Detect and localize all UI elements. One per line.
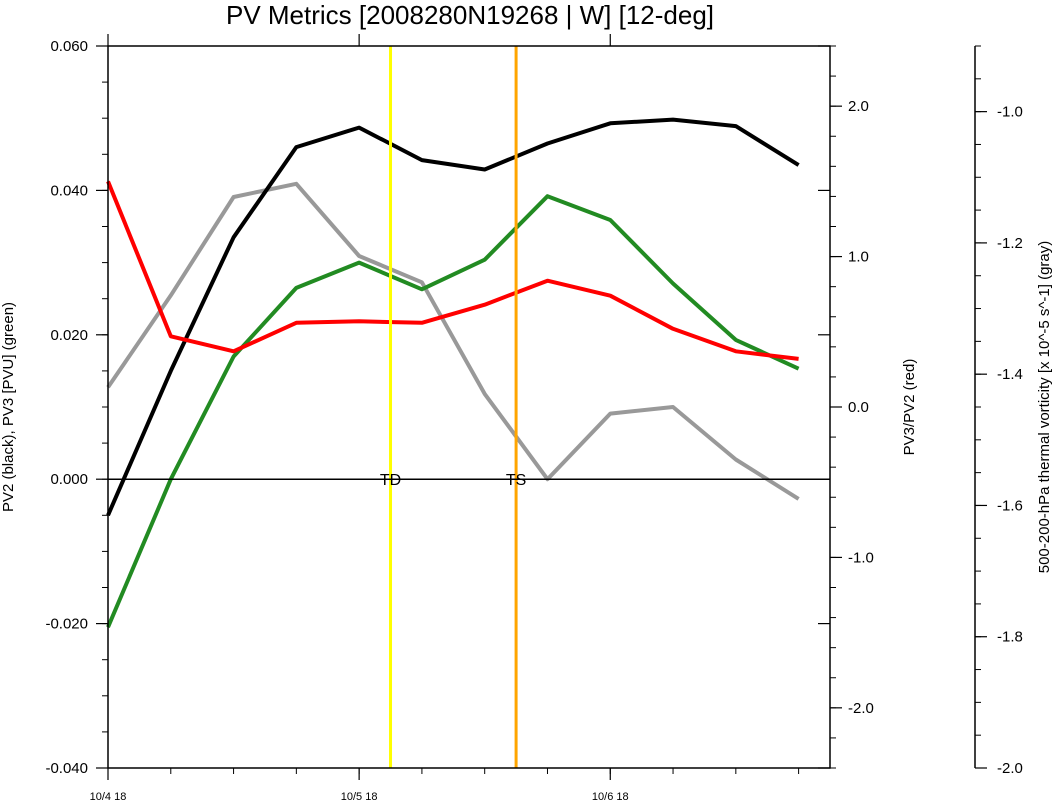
left-tick-label: 0.000 (50, 471, 88, 488)
left-tick-label: 0.040 (50, 182, 88, 199)
plot-border (107, 45, 831, 769)
right-axis: -2.0 -1.0 0.0 1.0 2.0 (830, 45, 874, 769)
event-markers: TD TS (380, 46, 526, 768)
left-tick-label: 0.060 (50, 38, 88, 55)
right-tick-label: 1.0 (848, 249, 869, 266)
far-right-tick-label: -1.4 (997, 366, 1023, 383)
plot-frame (107, 45, 831, 769)
series-line-1 (106, 194, 800, 628)
far-right-axis: -2.0 -1.8 -1.6 -1.4 -1.2 -1.0 (974, 45, 1023, 777)
far-right-tick-label: -1.0 (997, 104, 1023, 121)
far-right-tick-label: -1.8 (997, 629, 1023, 646)
series-lines (106, 117, 800, 628)
x-tick-label: 10/6 18 (592, 791, 629, 803)
x-tick-label: 10/4 18 (90, 791, 127, 803)
left-axis-title: PV2 (black), PV3 [PVU] (green) (0, 302, 17, 512)
far-right-tick-label: -1.2 (997, 235, 1023, 252)
right-axis-title: PV3/PV2 (red) (901, 359, 918, 456)
left-tick-label: 0.020 (50, 327, 88, 344)
x-axis: 10/4 18 10/5 18 10/6 18 (90, 34, 800, 803)
right-tick-label: -2.0 (848, 700, 874, 717)
x-tick-label: 10/5 18 (341, 791, 378, 803)
far-right-tick-label: -2.0 (997, 760, 1023, 777)
left-tick-label: -0.040 (45, 760, 88, 777)
far-right-tick-label: -1.6 (997, 497, 1023, 514)
series-line-3 (106, 181, 800, 501)
far-right-axis-title: 500-200-hPa thermal vorticity [x 10^-5 s… (1036, 241, 1053, 574)
right-tick-label: -1.0 (848, 549, 874, 566)
chart-title: PV Metrics [2008280N19268 | W] [12-deg] (226, 0, 714, 30)
left-tick-label: -0.020 (45, 616, 88, 633)
right-tick-label: 0.0 (848, 399, 869, 416)
series-line-2 (106, 180, 799, 361)
right-tick-label: 2.0 (848, 98, 869, 115)
marker-label-ts: TS (506, 472, 526, 489)
series-line-0 (106, 117, 800, 517)
marker-label-td: TD (380, 472, 401, 489)
left-axis: -0.040 -0.020 0.000 0.020 0.040 0.060 (45, 38, 830, 777)
